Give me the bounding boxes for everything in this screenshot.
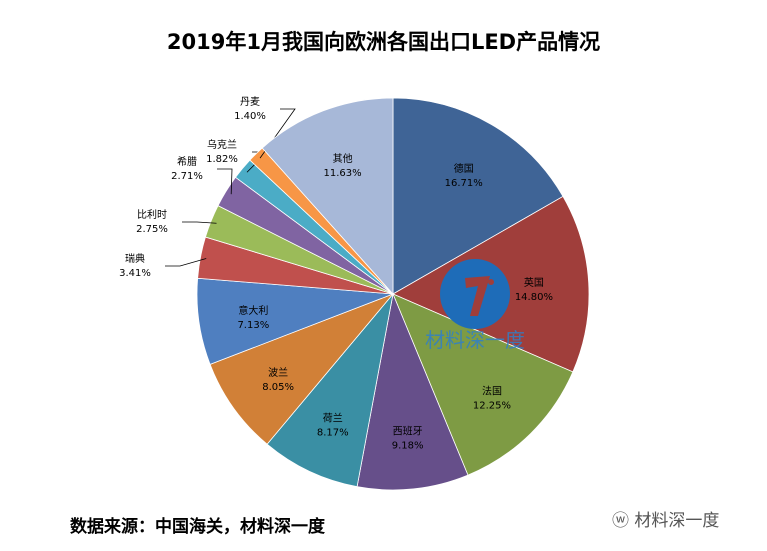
slice-value-label: 16.71% — [445, 178, 483, 189]
chart-title: 2019年1月我国向欧洲各国出口LED产品情况 — [166, 30, 601, 54]
pie-slice-4 — [266, 292, 394, 488]
slice-value-label: 2.71% — [171, 171, 203, 182]
wechat-account: ⓦ 材料深一度 — [612, 506, 719, 531]
slice-value-label: 3.41% — [119, 268, 151, 279]
slice-label: 荷兰 — [323, 412, 343, 425]
pie-slice-2 — [392, 293, 574, 476]
watermark-text: 材料深一度 — [425, 328, 525, 352]
watermark-logo-mark — [465, 276, 490, 316]
leader-line — [217, 168, 233, 195]
watermark-logo-dot — [488, 279, 494, 285]
pie-slice-0 — [392, 97, 564, 295]
slice-value-label: 2.75% — [136, 224, 168, 235]
slice-value-label: 9.18% — [392, 440, 424, 451]
slice-value-label: 8.05% — [262, 382, 294, 393]
watermark-logo-icon — [440, 259, 510, 329]
slice-label: 比利时 — [137, 209, 167, 221]
slice-label: 丹麦 — [240, 96, 260, 108]
slice-value-label: 11.63% — [324, 168, 362, 179]
slice-label: 意大利 — [238, 304, 268, 317]
slice-value-label: 1.40% — [234, 111, 266, 122]
slice-value-label: 14.80% — [515, 292, 553, 303]
data-source: 数据来源：中国海关，材料深一度 — [70, 517, 325, 537]
slice-label: 西班牙 — [393, 425, 423, 437]
pie-slice-5 — [209, 293, 395, 445]
leader-line — [165, 258, 207, 267]
pie-slice-3 — [356, 292, 469, 491]
slice-label: 瑞典 — [125, 252, 145, 265]
slice-label: 法国 — [482, 385, 502, 398]
slice-label: 德国 — [454, 162, 474, 175]
leader-line — [182, 221, 217, 224]
slice-value-label: 8.17% — [317, 428, 349, 439]
pie-slice-12 — [261, 97, 394, 296]
slice-value-label: 12.25% — [473, 401, 511, 412]
slice-label: 波兰 — [268, 366, 288, 379]
slice-label: 英国 — [524, 276, 544, 289]
slice-label: 乌克兰 — [207, 138, 237, 151]
wechat-icon: ⓦ — [612, 511, 635, 531]
slice-label: 其他 — [333, 152, 353, 165]
slice-value-label: 7.13% — [237, 320, 269, 331]
wechat-label: 材料深一度 — [634, 511, 720, 531]
slice-value-label: 1.82% — [206, 154, 238, 165]
slice-label: 希腊 — [177, 155, 197, 168]
